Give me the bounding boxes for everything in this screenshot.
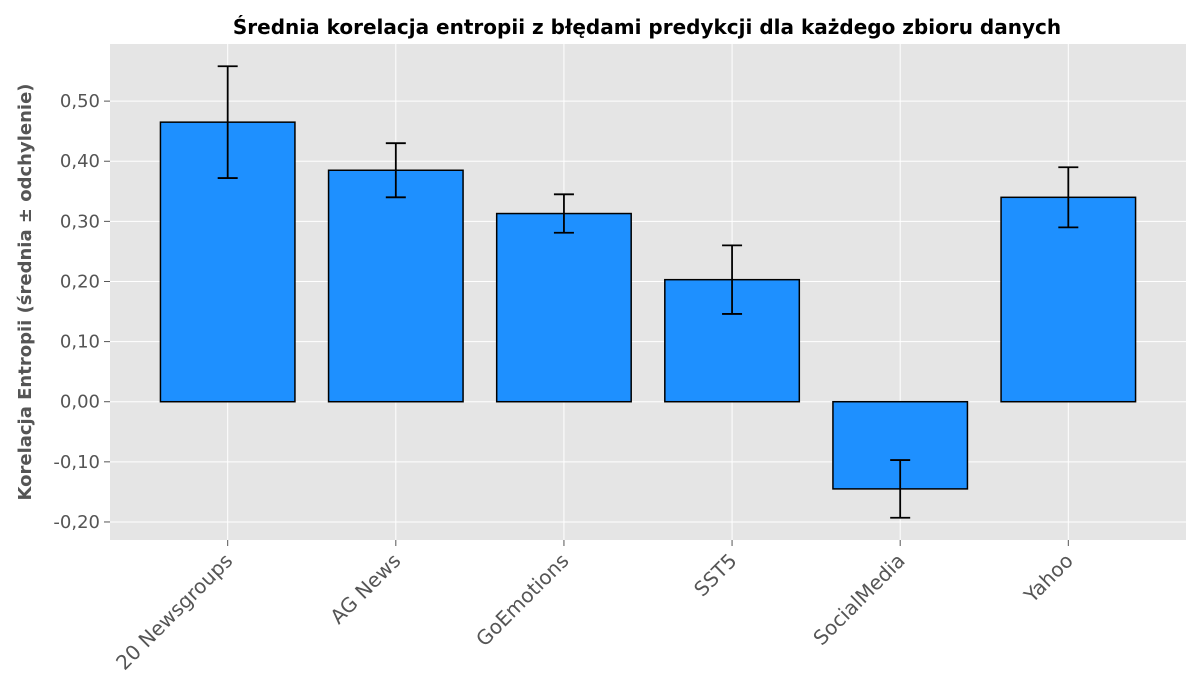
y-tick-label: -0,20 (53, 512, 100, 533)
x-tick-label: AG News (325, 549, 405, 629)
x-tick-label: SocialMedia (808, 549, 909, 650)
y-tick-label: 0,10 (60, 332, 100, 353)
y-tick-label: 0,50 (60, 91, 100, 112)
bar (495, 212, 632, 403)
y-axis-label: Korelacja Entropii (średnia ± odchylenie… (15, 83, 36, 500)
y-tick-label: 0,00 (60, 392, 100, 413)
error-bars (217, 65, 1079, 519)
x-tick-label: SST5 (689, 549, 742, 602)
x-axis-ticks: 20 Newsgroups AG News GoEmotions SST5 Social… (111, 540, 1078, 675)
y-tick-label: 0,30 (60, 211, 100, 232)
y-tick-label: -0,10 (53, 452, 100, 473)
bar (327, 169, 464, 403)
bar (1000, 196, 1137, 403)
y-tick-label: 0,20 (60, 271, 100, 292)
x-tick-label: Yahoo (1019, 549, 1078, 608)
x-tick-label: GoEmotions (471, 549, 573, 651)
x-tick-label: 20 Newsgroups (111, 549, 237, 675)
y-tick-label: 0,40 (60, 151, 100, 172)
chart-title: Średnia korelacja entropii z błędami pre… (233, 15, 1061, 39)
y-axis-ticks: -0,20 -0,10 0,00 0,10 0,20 0,30 0,40 0,50 (53, 91, 110, 533)
